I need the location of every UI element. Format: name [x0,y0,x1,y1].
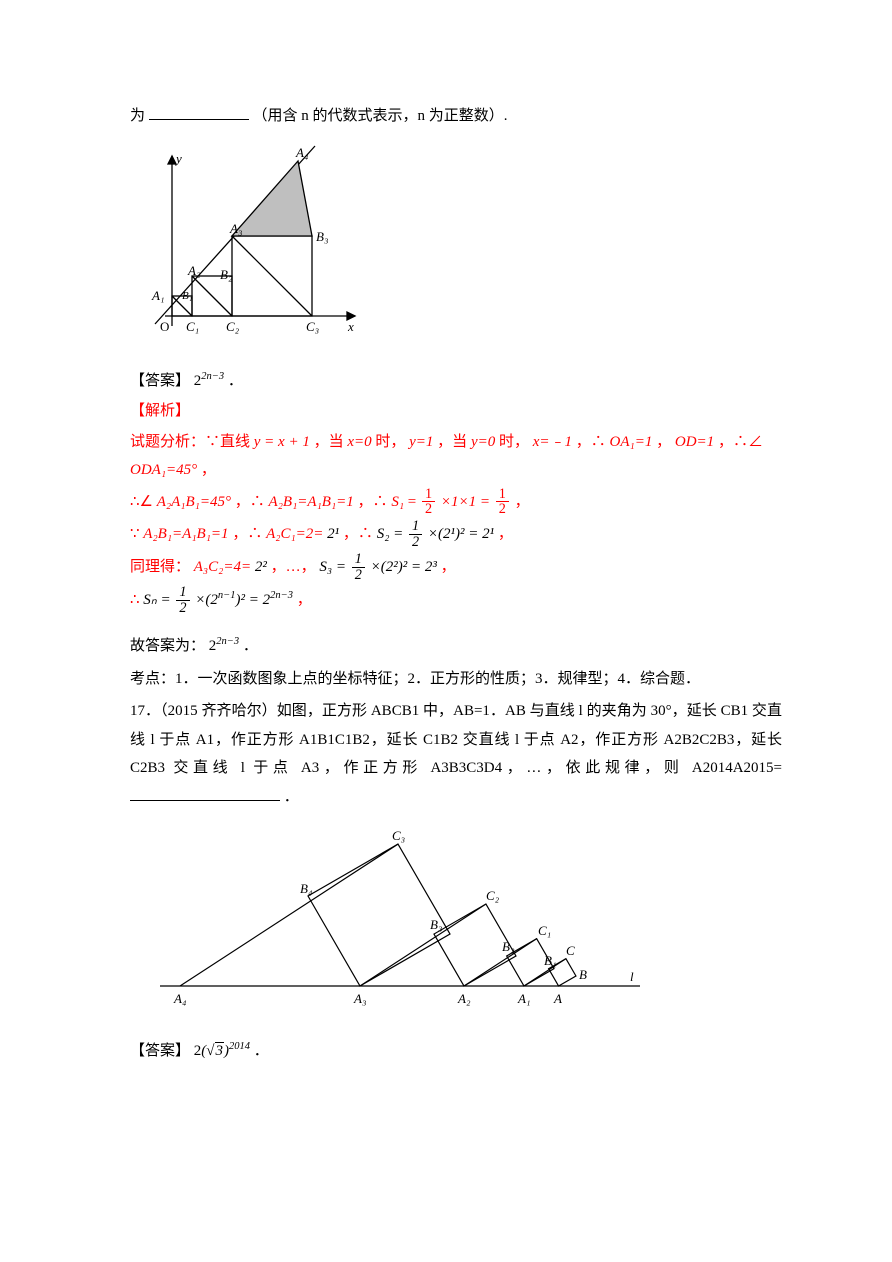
q17: 17．（2015 齐齐哈尔）如图，正方形 ABCB1 中，AB=1．AB 与直线… [130,697,782,811]
answer-1-value: 22n−3 [194,373,228,389]
svg-text:C₁: C₁ [186,319,199,334]
kaodian: 考点：1．一次函数图象上点的坐标特征；2．正方形的性质；3．规律型；4．综合题． [130,665,782,694]
svg-text:A₃: A₃ [229,221,242,236]
svg-text:A₁: A₁ [151,288,164,303]
answer-2-value: 2(√3)2014 [194,1043,250,1059]
svg-text:B₃: B₃ [316,229,328,244]
svg-text:B₂: B₂ [502,939,515,954]
analysis-line-1: 试题分析：∵直线 y = x + 1 ，当 x=0 时， y=1 ，当 y=0 … [130,428,782,485]
svg-text:B₄: B₄ [300,881,313,896]
figure-2-svg: l A₄ A₃ A₂ A₁ A B C B₁ C₁ B₂ C₂ B₃ C₃ B₄ [130,821,650,1021]
analysis-label: 【解析】 [130,397,782,426]
svg-text:C₁: C₁ [538,923,551,938]
figure-2: l A₄ A₃ A₂ A₁ A B C B₁ C₁ B₂ C₂ B₃ C₃ B₄ [130,821,782,1021]
svg-text:O: O [160,319,169,334]
svg-text:C₂: C₂ [226,319,240,334]
frac-half-1: 12 [422,487,435,518]
answer-1: 【答案】 22n−3 ． [130,367,782,396]
analysis-line-3: ∵ A₂B₁=A₁B₁=1 ，∴ A₂C₁=2= 2¹ ，∴ S₂ = 12 ×… [130,519,782,550]
svg-text:C₂: C₂ [486,888,500,903]
svg-text:B: B [579,967,587,982]
blank-1 [149,104,249,120]
svg-text:B₁: B₁ [544,953,556,968]
blank-2 [130,785,280,801]
svg-text:B₃: B₃ [430,917,442,932]
svg-text:C₃: C₃ [392,828,405,843]
analysis-line-4: 同理得： A₃C₂=4= 2² ，…， S₃ = 12 ×(2²)² = 2³ … [130,552,782,583]
svg-text:A₄: A₄ [173,991,187,1006]
intro-line: 为 （用含 n 的代数式表示，n 为正整数）. [130,102,782,131]
svg-text:A₂: A₂ [187,263,201,278]
intro-prefix: 为 [130,108,145,124]
svg-text:A₃: A₃ [353,991,366,1006]
figure-1-svg: y x O A₁ A₂ A₃ A₄ B₁ B₂ B₃ C₁ C₂ C₃ [130,141,370,351]
svg-text:y: y [174,151,182,166]
svg-text:A₁: A₁ [517,991,530,1006]
answer-2-label: 【答案】 [130,1043,190,1059]
svg-text:B₂: B₂ [220,267,233,282]
intro-suffix: （用含 n 的代数式表示，n 为正整数）. [253,108,508,124]
svg-text:C₃: C₃ [306,319,319,334]
analysis-line-5: ∴ Sₙ = 12 ×(2n−1)² = 22n−3 ， [130,585,782,616]
svg-text:A₄: A₄ [295,145,309,160]
svg-text:C: C [566,943,575,958]
answer-1-label: 【答案】 [130,373,190,389]
answer-1-suffix: ． [228,373,243,389]
svg-text:x: x [347,319,354,334]
svg-text:l: l [630,969,634,984]
svg-text:A: A [553,991,562,1006]
answer-2: 【答案】 2(√3)2014 ． [130,1037,782,1066]
svg-text:A₂: A₂ [457,991,471,1006]
analysis-line-2: ∴∠ A₂A₁B₁=45° ，∴ A₂B₁=A₁B₁=1 ，∴ S₁ = 12 … [130,487,782,518]
conclusion: 故答案为： 22n−3 ． [130,632,782,661]
figure-1: y x O A₁ A₂ A₃ A₄ B₁ B₂ B₃ C₁ C₂ C₃ [130,141,782,351]
answer-2-suffix: ． [254,1043,269,1059]
frac-half-1b: 12 [496,487,509,518]
svg-text:B₁: B₁ [182,290,193,302]
